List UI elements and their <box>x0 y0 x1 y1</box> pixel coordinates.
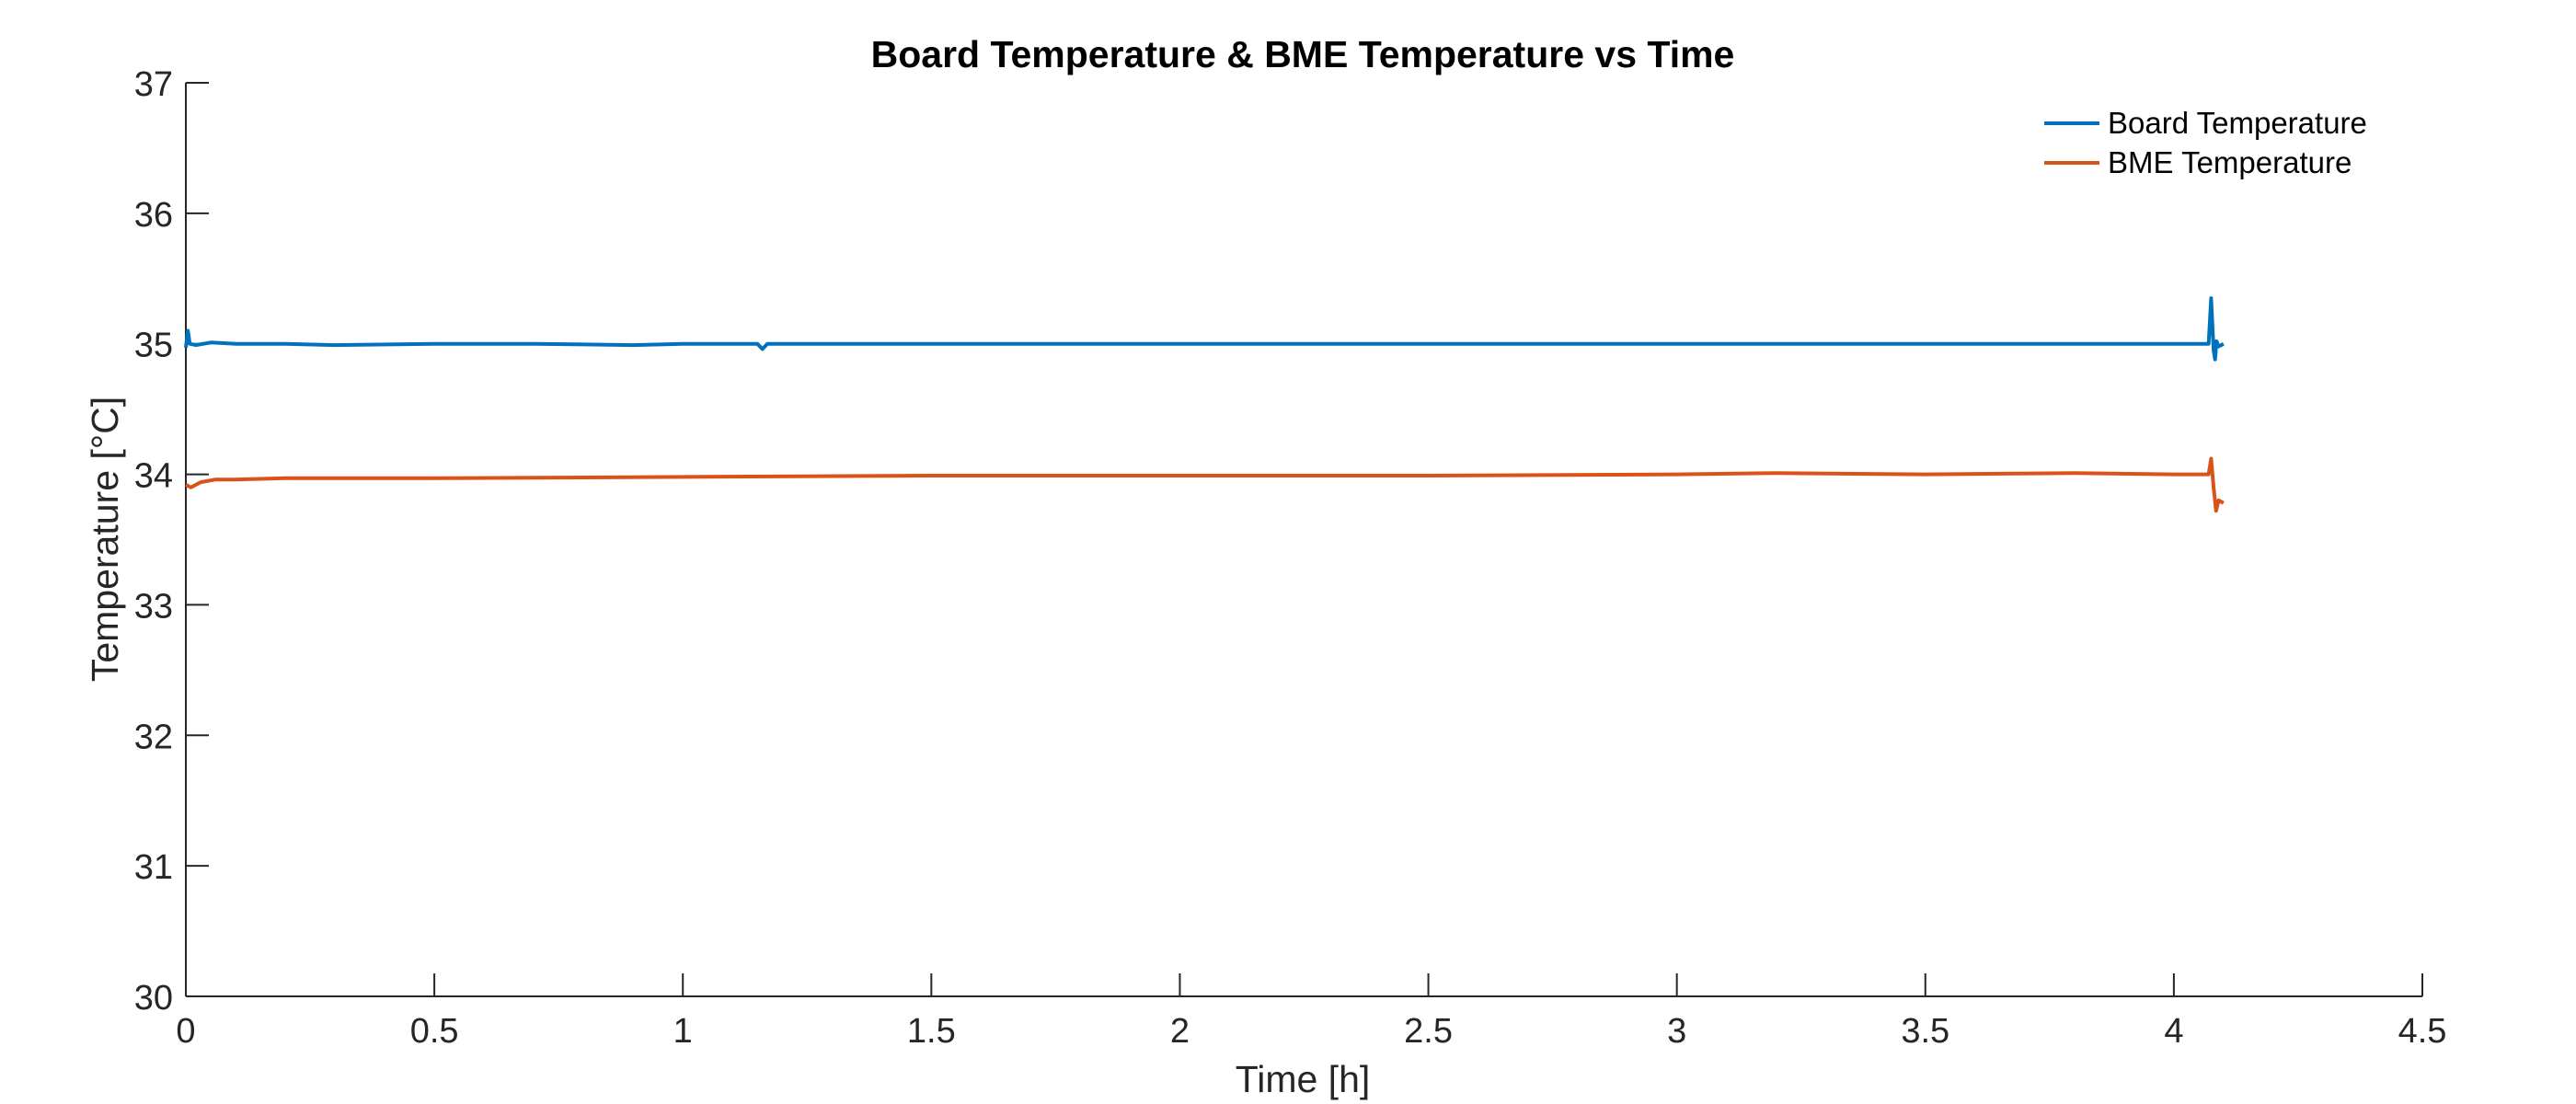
x-tick-label: 3.5 <box>1901 1012 1949 1051</box>
x-tick-label: 1 <box>673 1012 693 1051</box>
legend: Board Temperature BME Temperature <box>2044 106 2367 179</box>
y-tick-label: 30 <box>134 979 173 1018</box>
chart-title: Board Temperature & BME Temperature vs T… <box>871 33 1735 75</box>
x-tick-label: 1.5 <box>907 1012 956 1051</box>
y-axis-label: Temperature [°C] <box>84 397 126 682</box>
y-tick-label: 33 <box>134 587 173 626</box>
plot-area: 0 0.5 1 1.5 2 2.5 3 3.5 4 4.5 30 31 32 33 34 35 36 37 <box>134 65 2447 1051</box>
y-tick-label: 35 <box>134 327 173 365</box>
x-tick-label: 0.5 <box>410 1012 459 1051</box>
y-ticks: 30 31 32 33 34 35 36 37 <box>134 65 209 1018</box>
y-tick-label: 37 <box>134 65 173 104</box>
y-tick-label: 36 <box>134 196 173 235</box>
x-axis-label: Time [h] <box>1236 1058 1371 1100</box>
legend-label-bme-temperature: BME Temperature <box>2108 145 2352 179</box>
x-tick-label: 3 <box>1667 1012 1686 1051</box>
x-tick-label: 4 <box>2164 1012 2183 1051</box>
series-line-board-temperature <box>184 296 2225 362</box>
x-tick-label: 0 <box>176 1012 195 1051</box>
series-line-bme-temperature <box>185 456 2225 513</box>
x-tick-label: 2.5 <box>1404 1012 1453 1051</box>
y-tick-label: 34 <box>134 457 173 496</box>
x-tick-label: 4.5 <box>2398 1012 2447 1051</box>
legend-label-board-temperature: Board Temperature <box>2108 106 2367 140</box>
series-lines <box>184 296 2225 513</box>
x-tick-label: 2 <box>1170 1012 1190 1051</box>
y-tick-label: 32 <box>134 718 173 756</box>
x-ticks: 0 0.5 1 1.5 2 2.5 3 3.5 4 4.5 <box>176 973 2446 1051</box>
y-tick-label: 31 <box>134 848 173 887</box>
